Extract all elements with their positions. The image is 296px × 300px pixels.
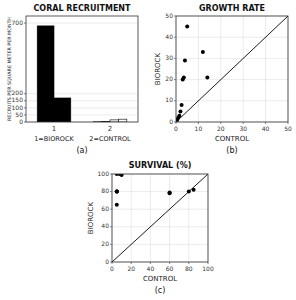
plot-area xyxy=(26,16,138,122)
tick-label: 10 xyxy=(165,96,173,103)
marks xyxy=(176,16,288,122)
point xyxy=(115,190,119,194)
grid-line xyxy=(169,174,170,262)
panel-label: (c) xyxy=(155,286,166,295)
grid-line xyxy=(265,16,266,122)
title: GROWTH RATE xyxy=(199,4,265,13)
point xyxy=(183,59,187,63)
point xyxy=(182,75,186,79)
reference-line xyxy=(112,174,208,262)
tick-label: 150 xyxy=(12,96,24,103)
tick-label: 20 xyxy=(165,75,173,82)
y-axis-label: RECRUITS PER SQUARE METER PER MONTH xyxy=(7,17,12,121)
tick-label: 0 xyxy=(169,118,173,125)
figure: 05010015020070011=BIOROCK22=CONTROLCORAL… xyxy=(0,0,296,300)
tick-label: 0 xyxy=(19,118,23,125)
x-axis-label: CONTROL xyxy=(143,275,177,283)
tick-label: 50 xyxy=(284,125,292,132)
tick-label: 0 xyxy=(110,265,114,272)
annotation: 2=CONTROL xyxy=(89,135,131,143)
plot-area xyxy=(176,16,288,122)
point xyxy=(168,190,172,194)
point xyxy=(180,103,184,107)
tick-label: 100 xyxy=(202,265,214,272)
point xyxy=(205,75,209,79)
grid-line xyxy=(176,37,288,38)
tick-label: 20 xyxy=(101,240,109,247)
grid-line xyxy=(112,226,208,227)
grid-line xyxy=(176,100,288,101)
axis-frame xyxy=(112,174,208,262)
tick-label: 60 xyxy=(166,265,174,272)
tick-label: 0 xyxy=(174,125,178,132)
tick-label: 20 xyxy=(127,265,135,272)
category-label: 1 xyxy=(52,125,56,133)
tick-label: 50 xyxy=(165,12,173,19)
bar xyxy=(118,119,126,122)
tick-label: 40 xyxy=(165,33,173,40)
grid-line xyxy=(131,174,132,262)
y-axis-label: BIOROCK xyxy=(154,52,162,85)
panel: 0 10 20 30 40 50 0 10 20 30 40 50 GROWTH RATE CONTROL… xyxy=(154,4,292,155)
tick-label: 30 xyxy=(165,54,173,61)
tick-label: 0 xyxy=(105,258,109,265)
panel: 0 20 40 60 80 100 0 20 40 60 80 100 SURVIVAL (%) CONT… xyxy=(87,161,214,295)
bar xyxy=(37,26,54,122)
point xyxy=(201,50,205,54)
y-axis-label: BIOROCK xyxy=(87,201,95,234)
point xyxy=(192,188,196,192)
point xyxy=(115,190,119,194)
x-axis-label: CONTROL xyxy=(215,135,249,143)
grid-line xyxy=(112,209,208,210)
tick-label: 200 xyxy=(12,89,24,96)
marks xyxy=(112,174,208,262)
tick-label: 50 xyxy=(15,111,23,118)
point xyxy=(177,114,181,118)
tick-label: 20 xyxy=(217,125,225,132)
title: CORAL RECRUITMENT xyxy=(33,4,131,13)
axis-frame xyxy=(176,16,288,122)
marks xyxy=(37,26,127,122)
grid-line xyxy=(26,23,138,24)
point xyxy=(187,190,191,194)
grid-line xyxy=(188,174,189,262)
tick-label: 100 xyxy=(98,170,110,177)
point xyxy=(178,109,182,113)
grid-line xyxy=(220,16,221,122)
axis-frame xyxy=(26,16,138,122)
tick-label: 100 xyxy=(12,104,24,111)
grid-line xyxy=(198,16,199,122)
point xyxy=(115,203,119,207)
point xyxy=(115,190,119,194)
plot-area xyxy=(112,174,208,262)
tick-label: 40 xyxy=(101,222,109,229)
tick-label: 80 xyxy=(101,187,109,194)
tick-label: 10 xyxy=(195,125,203,132)
grid-line xyxy=(112,244,208,245)
grid-line xyxy=(243,16,244,122)
point xyxy=(185,25,189,29)
panel-label: (b) xyxy=(226,146,237,155)
tick-label: 30 xyxy=(239,125,247,132)
grid-line xyxy=(150,174,151,262)
panel: 050100150200 700 1 1=BIOROCK 2 2=CONTROL CORAL… xyxy=(7,4,138,155)
bar xyxy=(54,98,71,122)
title: SURVIVAL (%) xyxy=(129,161,192,170)
annotation: 1=BIOROCK xyxy=(34,135,74,143)
grid-line xyxy=(176,79,288,80)
tick-label: 40 xyxy=(262,125,270,132)
tick-label: 700 xyxy=(12,19,24,26)
reference-line xyxy=(176,16,288,122)
point xyxy=(120,174,124,177)
grid-line xyxy=(176,58,288,59)
panel-label: (a) xyxy=(76,146,87,155)
tick-label: 80 xyxy=(185,265,193,272)
point xyxy=(168,191,172,195)
tick-label: 60 xyxy=(101,205,109,212)
tick-label: 40 xyxy=(147,265,155,272)
category-label: 2 xyxy=(108,125,112,133)
